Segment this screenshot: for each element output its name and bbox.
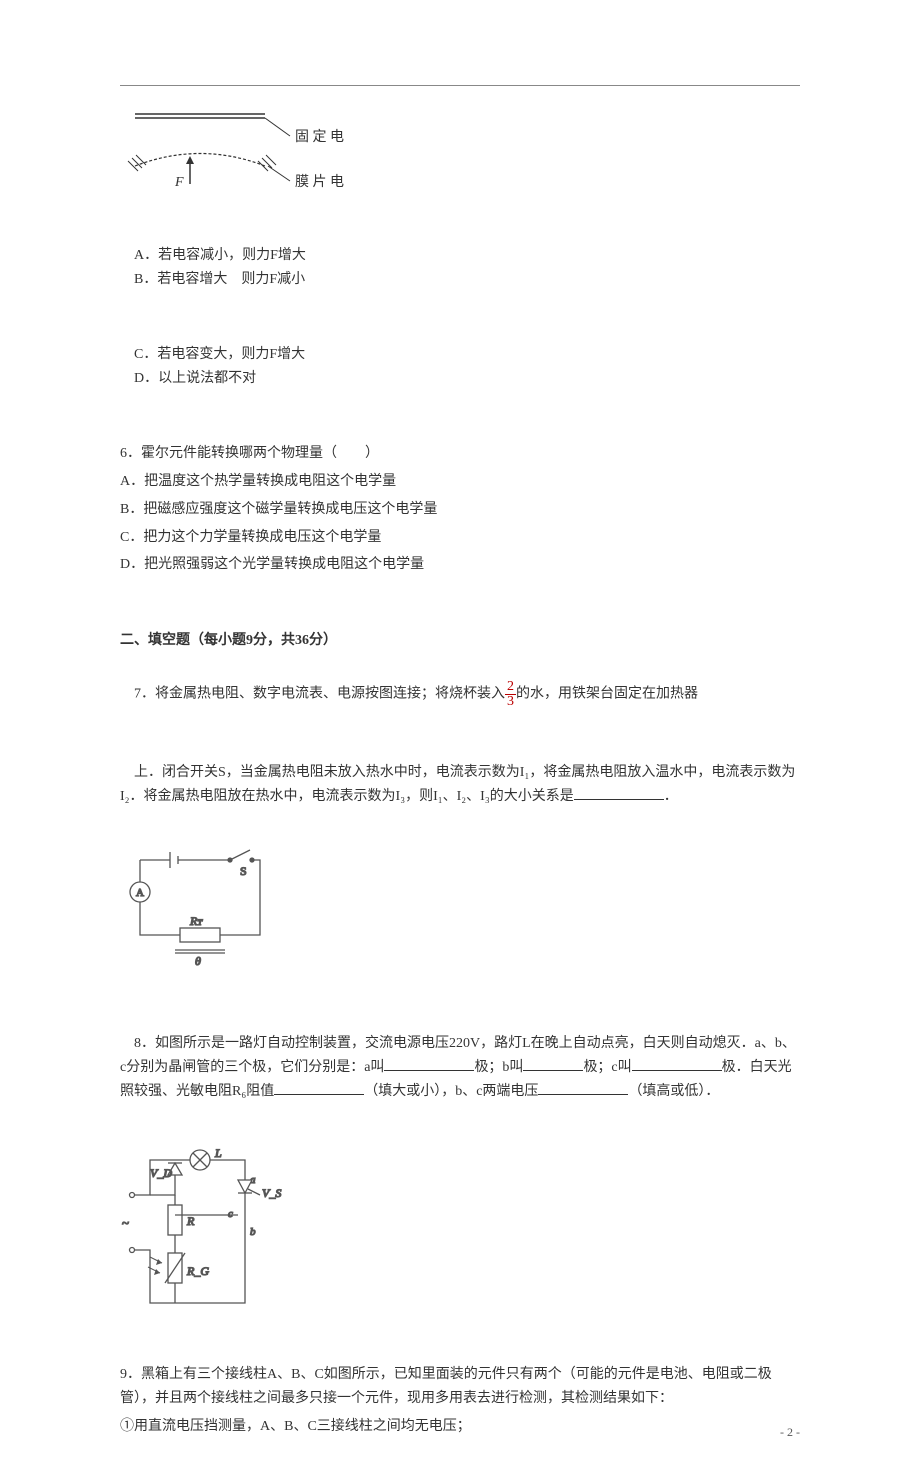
q8-rg-label: R_G <box>186 1264 209 1278</box>
q7-suffix: ． <box>664 789 678 804</box>
q5-option-d: D．以上说法都不对 <box>134 367 256 391</box>
q7-blank <box>574 785 664 800</box>
q7-body: 上．闭合开关S，当金属热电阻未放入热水中时，电流表示数为I₁，将金属热电阻放入温… <box>120 765 795 804</box>
q7-stem-pre: 7．将金属热电阻、数字电流表、电源按图连接；将烧杯装入 <box>134 687 505 702</box>
q6-stem: 6．霍尔元件能转换哪两个物理量（ ） <box>120 442 800 466</box>
label-fixed: 固 定 电 <box>295 129 344 145</box>
q5-option-a: A．若电容减小，则力F增大 <box>134 244 306 268</box>
section2-title: 二、填空题（每小题9分，共36分） <box>120 629 800 653</box>
q8-blank-v <box>538 1080 628 1095</box>
exam-page: 固 定 电 F 膜 片 电 A．若电容减小，则力F增大 B．若电容增大 则力F减… <box>0 0 920 1482</box>
q6-option-b: B．把磁感应强度这个磁学量转换成电压这个电学量 <box>120 498 800 522</box>
q8-l-label: L <box>214 1146 222 1160</box>
q5-options-row1: A．若电容减小，则力F增大 B．若电容增大 则力F减小 <box>120 220 800 315</box>
label-membrane: 膜 片 电 <box>295 174 344 190</box>
q7-a-label: A <box>136 887 144 899</box>
q8-s6: （填高或低）． <box>628 1084 719 1099</box>
circuit-q8: ~ L a V_S c b <box>120 1135 310 1325</box>
q7-frac-den: 3 <box>505 695 516 709</box>
q7-figure: S Rᴛ θ A <box>120 840 800 970</box>
q5-option-c: C．若电容变大，则力F增大 <box>134 343 305 367</box>
q8-vs-label: V_S <box>262 1186 281 1200</box>
q6-option-a: A．把温度这个热学量转换成电阻这个电学量 <box>120 470 800 494</box>
q5-figure: 固 定 电 F 膜 片 电 <box>120 106 800 206</box>
circuit-q7: S Rᴛ θ A <box>120 840 280 970</box>
q6-option-d: D．把光照强弱这个光学量转换成电阻这个电学量 <box>120 553 800 577</box>
q7-fraction: 23 <box>505 680 516 709</box>
q8-blank-a <box>384 1056 474 1071</box>
svg-text:~: ~ <box>122 1215 129 1230</box>
q8-s5: （填大或小），b、c两端电压 <box>364 1084 538 1099</box>
q5-option-b: B．若电容增大 则力F减小 <box>134 268 305 292</box>
q8-vd-label: V_D <box>150 1166 172 1180</box>
page-number: - 2 - <box>780 1422 800 1442</box>
q8-figure: ~ L a V_S c b <box>120 1135 800 1325</box>
q7-r-label: Rᴛ <box>189 914 203 928</box>
capacitor-diagram: 固 定 电 F 膜 片 电 <box>120 106 420 206</box>
q7-theta-label: θ <box>195 954 201 968</box>
q8-c-label: c <box>228 1208 233 1220</box>
top-rule <box>120 85 800 86</box>
q9-stem: 9．黑箱上有三个接线柱A、B、C如图所示，已知里面装的元件只有两个（可能的元件是… <box>120 1363 800 1411</box>
q9-item1: ①用直流电压挡测量，A、B、C三接线柱之间均无电压； <box>120 1415 800 1439</box>
q8-b-label: b <box>250 1226 256 1238</box>
q5-options-row2: C．若电容变大，则力F增大 D．以上说法都不对 <box>120 319 800 414</box>
q7-stem-post: 的水，用铁架台固定在加热器 <box>516 687 698 702</box>
q8-body: 8．如图所示是一路灯自动控制装置，交流电源电压220V，路灯L在晚上自动点亮，白… <box>120 1008 800 1127</box>
q7-line2: 上．闭合开关S，当金属热电阻未放入热水中时，电流表示数为I₁，将金属热电阻放入温… <box>120 737 800 832</box>
q8-s2: 极；b叫 <box>474 1060 523 1075</box>
q7-s-label: S <box>240 864 247 878</box>
q7-frac-num: 2 <box>505 680 516 695</box>
q6-option-c: C．把力这个力学量转换成电压这个电学量 <box>120 526 800 550</box>
q8-blank-rg <box>274 1080 364 1095</box>
q8-r-label: R <box>186 1214 195 1228</box>
q7-line1: 7．将金属热电阻、数字电流表、电源按图连接；将烧杯装入23的水，用铁架台固定在加… <box>120 657 800 734</box>
arrow-f-label: F <box>174 175 184 190</box>
q8-blank-c <box>632 1056 722 1071</box>
q8-s3: 极；c叫 <box>583 1060 631 1075</box>
q8-blank-b <box>523 1056 583 1071</box>
